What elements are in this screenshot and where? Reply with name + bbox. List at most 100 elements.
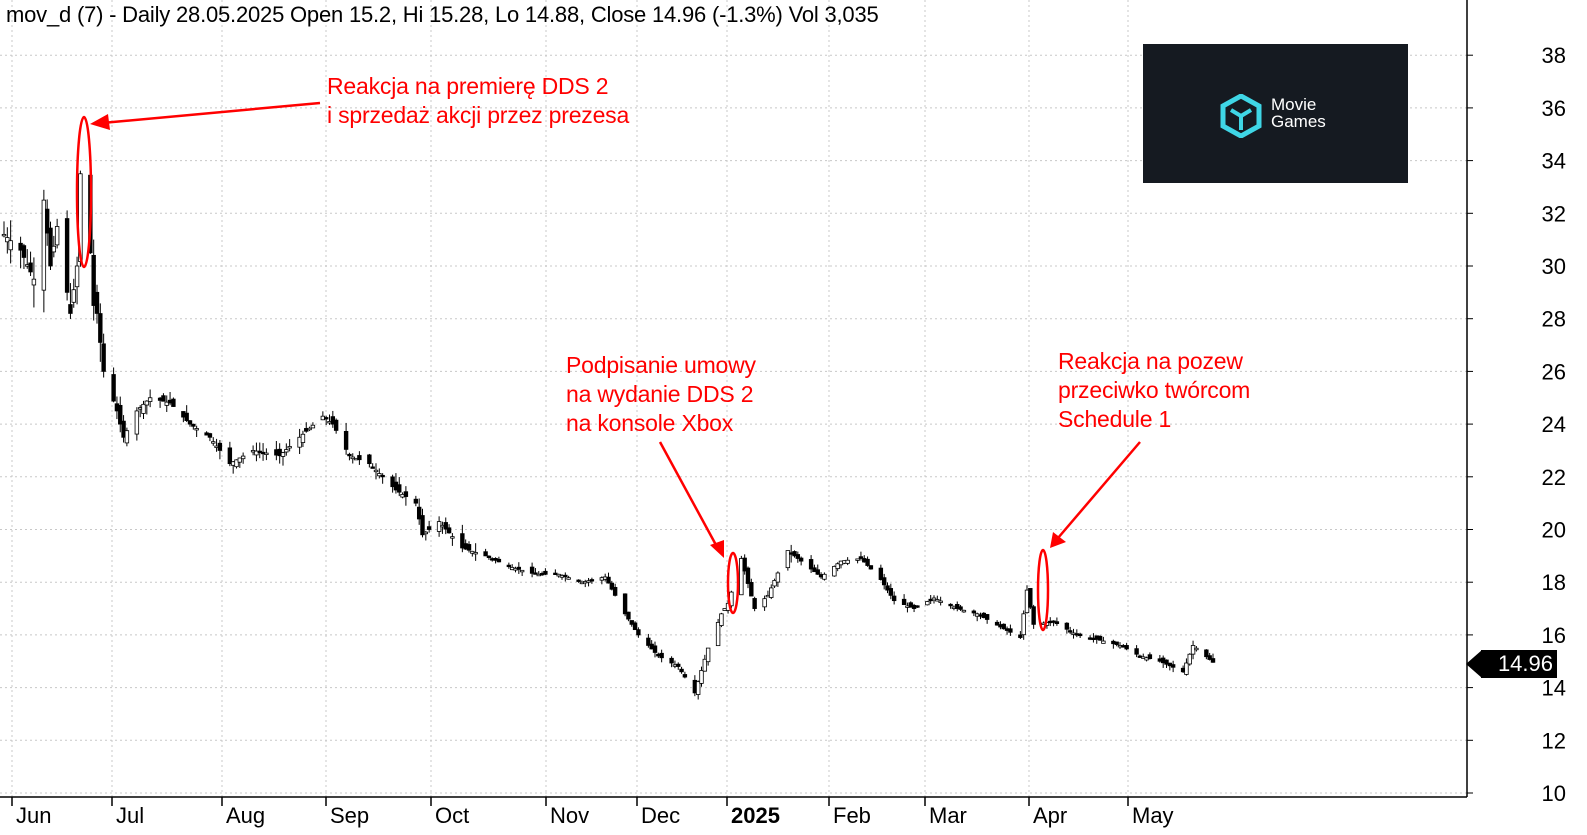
candle-body [785, 550, 791, 569]
candle-body [931, 597, 937, 601]
candle-body [101, 343, 106, 372]
candle-body [669, 657, 674, 664]
candle-body [646, 637, 651, 646]
candle-body [164, 401, 169, 406]
candle-body [1, 233, 7, 237]
candle-body [171, 398, 176, 407]
candle-body [68, 304, 73, 314]
x-tick-label: Aug [226, 803, 265, 828]
lawsuit-highlight-ellipse [1036, 548, 1050, 632]
annotation-line: Reakcja na pozew [1058, 348, 1243, 374]
x-axis: Jun Jul Aug Sep Oct Nov Dec 2025 Feb Mar Apr May [11, 797, 1174, 828]
x-tick-label: Dec [641, 803, 680, 828]
movie-games-logo: Movie Games [1143, 44, 1408, 183]
candle-body [1134, 648, 1139, 655]
candle-body [380, 474, 385, 478]
candle-body [111, 374, 116, 402]
candle-body [234, 459, 239, 468]
candle-body [739, 558, 744, 596]
candle-body [94, 291, 100, 314]
candle-body [51, 245, 57, 253]
candle-body [347, 453, 352, 457]
x-tick-label: Sep [330, 803, 369, 828]
xbox-highlight-ellipse [726, 551, 740, 615]
candle-body [1147, 654, 1153, 660]
candle-body [1001, 623, 1006, 630]
last-price-label: 14.96 [1481, 650, 1557, 678]
candle-body [881, 577, 887, 586]
dds2-highlight-ellipse [75, 115, 93, 269]
candle-body [486, 555, 492, 558]
candle-body [719, 613, 724, 626]
candle-body [566, 577, 571, 580]
x-tick-label: May [1132, 803, 1174, 828]
candle-body [416, 506, 422, 520]
y-tick-label: 36 [1542, 96, 1566, 121]
candle-body [609, 582, 615, 590]
candle-body [403, 491, 409, 497]
candle-body [835, 563, 840, 569]
candle-body [264, 452, 269, 455]
candle-body [858, 556, 864, 559]
candle-body [5, 237, 10, 243]
movie-games-cube-icon [1220, 94, 1262, 138]
annotation-dds2: Reakcja na premierę DDS 2 i sprzedaż akc… [327, 72, 629, 130]
candle-body [496, 558, 502, 563]
candle-body [553, 572, 558, 575]
candle-body [563, 574, 568, 578]
candle-body [74, 265, 80, 288]
candle-body [865, 558, 870, 566]
last-price-pointer [1466, 650, 1482, 678]
candle-body [1097, 635, 1103, 641]
candle-body [466, 544, 472, 551]
candle-body [350, 456, 355, 460]
annotation-line: Schedule 1 [1058, 406, 1172, 432]
annotation-line: Reakcja na premierę DDS 2 [327, 73, 609, 99]
candle-body [589, 579, 595, 582]
candle-body [134, 410, 140, 435]
y-tick-label: 32 [1542, 201, 1566, 226]
candle-body [1028, 588, 1033, 608]
candle-body [769, 587, 774, 598]
candle-body [676, 663, 681, 667]
candle-body [1067, 630, 1073, 633]
y-tick-label: 20 [1542, 518, 1566, 543]
candle-body [1187, 653, 1192, 665]
candle-body [925, 601, 930, 606]
candle-body [775, 572, 781, 583]
candle-body [762, 598, 767, 608]
y-tick-label: 18 [1542, 570, 1566, 595]
annotation-line: przeciwko twórcom [1058, 377, 1251, 403]
x-tick-label: Mar [929, 803, 967, 828]
candle-body [254, 450, 259, 456]
candle-body [333, 419, 339, 431]
candle-body [357, 455, 362, 461]
candle-body [41, 199, 47, 291]
candle-body [1077, 633, 1083, 637]
candle-body [715, 621, 721, 647]
candle-body [443, 522, 448, 530]
candle-body [450, 536, 455, 539]
y-tick-label: 10 [1542, 781, 1566, 806]
y-tick-label: 22 [1542, 465, 1566, 490]
candle-body [855, 558, 860, 561]
candle-body [420, 515, 425, 536]
candle-body [121, 420, 126, 438]
candle-body [885, 585, 890, 591]
candle-body [423, 531, 429, 535]
candle-body [888, 588, 894, 596]
candle-body [695, 681, 701, 695]
candle-body [367, 454, 372, 465]
candle-body [54, 226, 60, 246]
candle-body [161, 395, 166, 402]
y-tick-label: 12 [1542, 728, 1566, 753]
candle-body [71, 289, 76, 303]
candle-body [287, 446, 292, 449]
y-tick-label: 16 [1542, 623, 1566, 648]
candle-body [1021, 613, 1026, 636]
candle-body [1064, 622, 1070, 630]
candle-body [310, 424, 316, 429]
y-tick-label: 34 [1542, 149, 1566, 174]
candle-body [915, 605, 920, 608]
